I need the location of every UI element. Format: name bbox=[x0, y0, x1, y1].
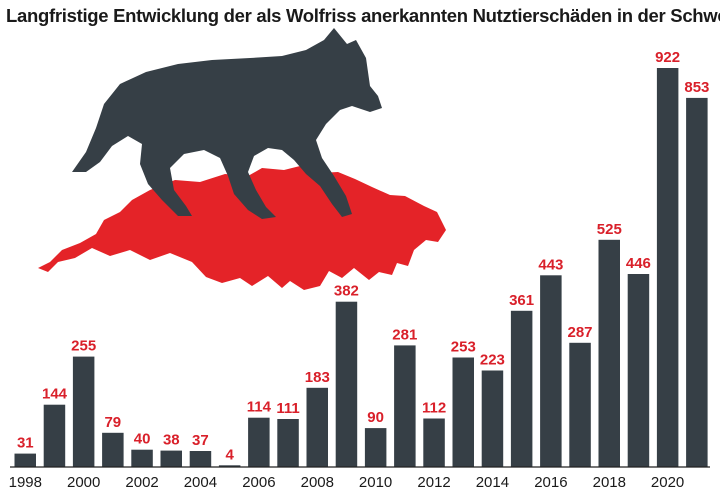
bar-2020 bbox=[656, 68, 679, 467]
chart-title: Langfristige Entwicklung der als Wolfris… bbox=[6, 5, 720, 26]
bar-2006 bbox=[248, 417, 270, 467]
bar-2005 bbox=[218, 465, 241, 467]
x-tick-label-2010: 2010 bbox=[359, 474, 392, 491]
value-label-2001: 79 bbox=[104, 414, 121, 431]
bar-2002 bbox=[131, 449, 153, 467]
x-tick-label-2016: 2016 bbox=[534, 474, 567, 491]
bar-1999 bbox=[43, 404, 66, 467]
x-tick-label-2020: 2020 bbox=[651, 474, 684, 491]
bar-2004 bbox=[189, 451, 212, 467]
value-label-2013: 253 bbox=[451, 339, 476, 356]
x-tick-label-2004: 2004 bbox=[184, 474, 217, 491]
bar-2003 bbox=[160, 450, 182, 467]
value-label-2006: 114 bbox=[247, 399, 272, 416]
value-label-2017: 287 bbox=[567, 324, 592, 341]
bar-2019 bbox=[627, 274, 650, 467]
x-ticks-group: 1998 2000 2002 2004 2006 2008 2010 2012 2014 2016… bbox=[9, 474, 685, 491]
bar-2009 bbox=[335, 301, 358, 467]
bar-2012 bbox=[423, 418, 445, 467]
x-tick-label-2000: 2000 bbox=[67, 474, 100, 491]
bar-2016 bbox=[540, 275, 562, 467]
bar-2013 bbox=[452, 357, 474, 467]
bar-2015 bbox=[510, 310, 533, 467]
value-label-2014: 223 bbox=[480, 352, 505, 369]
value-label-2020: 922 bbox=[655, 49, 680, 66]
bar-2000 bbox=[72, 356, 95, 467]
value-label-1998: 31 bbox=[17, 435, 34, 452]
x-tick-label-2006: 2006 bbox=[242, 474, 275, 491]
value-labels-group: 31 144 255 79 40 38 37 4 114 111 183 382 90 281 112 253… bbox=[17, 49, 709, 463]
value-label-2003: 38 bbox=[163, 432, 180, 449]
bar-2007 bbox=[277, 419, 299, 467]
value-label-2018: 525 bbox=[597, 221, 622, 238]
bar-2014 bbox=[481, 370, 504, 467]
value-label-2002: 40 bbox=[134, 431, 151, 448]
x-tick-label-1998: 1998 bbox=[9, 474, 42, 491]
bar-2017 bbox=[569, 342, 591, 467]
x-tick-label-2014: 2014 bbox=[476, 474, 509, 491]
value-label-2005: 4 bbox=[226, 446, 235, 463]
value-label-2019: 446 bbox=[626, 255, 651, 272]
value-label-2007: 111 bbox=[276, 400, 299, 417]
bar-2010 bbox=[364, 428, 387, 467]
value-label-1999: 144 bbox=[42, 386, 68, 403]
wolf-silhouette bbox=[72, 28, 382, 219]
value-label-2009: 382 bbox=[334, 283, 359, 300]
value-label-2000: 255 bbox=[71, 338, 96, 355]
bar-2018 bbox=[598, 239, 620, 467]
x-tick-label-2002: 2002 bbox=[125, 474, 158, 491]
x-tick-label-2012: 2012 bbox=[417, 474, 450, 491]
bars-group bbox=[14, 68, 708, 468]
value-label-2012: 112 bbox=[422, 400, 446, 417]
value-label-2011: 281 bbox=[392, 326, 417, 343]
value-label-2004: 37 bbox=[192, 432, 209, 449]
value-label-2010: 90 bbox=[367, 409, 384, 426]
illustration bbox=[38, 28, 446, 290]
bar-2011 bbox=[394, 345, 416, 467]
value-label-2016: 443 bbox=[538, 256, 563, 273]
x-tick-label-2018: 2018 bbox=[593, 474, 626, 491]
value-label-2008: 183 bbox=[305, 369, 330, 386]
x-tick-label-2008: 2008 bbox=[301, 474, 334, 491]
value-label-2021: 853 bbox=[684, 79, 709, 96]
bar-2008 bbox=[306, 387, 328, 467]
bar-2021 bbox=[686, 97, 708, 468]
bar-1998 bbox=[14, 453, 36, 467]
value-label-2015: 361 bbox=[509, 292, 534, 309]
bar-2001 bbox=[102, 432, 124, 467]
